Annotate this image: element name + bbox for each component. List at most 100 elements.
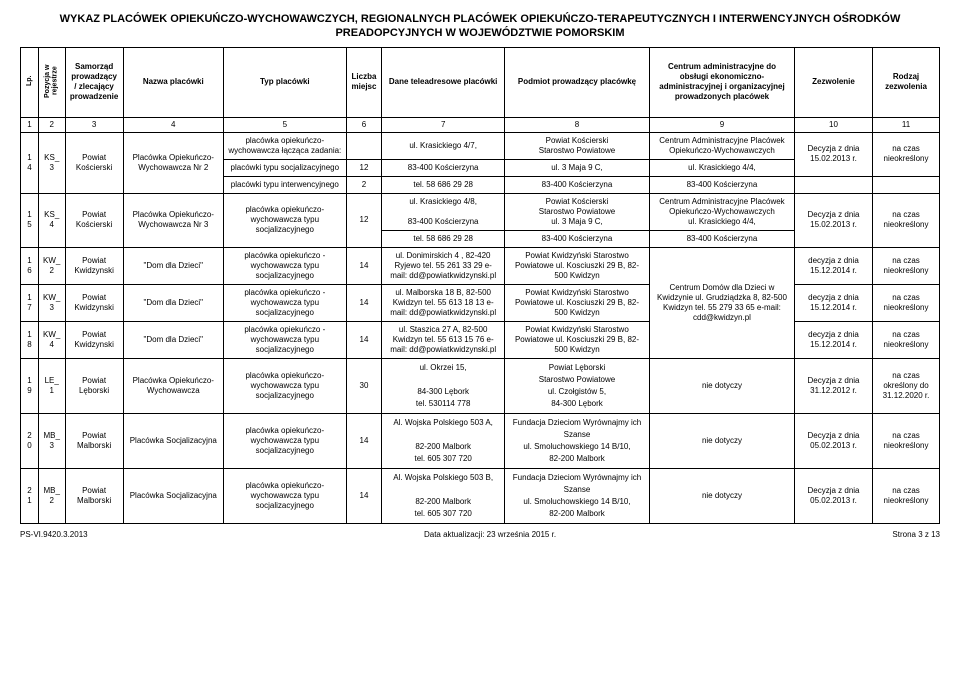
h-centrum: Centrum administracyjne do obsługi ekono… [649, 47, 794, 117]
table-cell: 83-400 Kościerzyna [505, 176, 650, 193]
table-cell: KS_3 [38, 132, 65, 193]
table-cell: nie dotyczy [649, 468, 794, 523]
table-cell: ul. Krasickiego 4/4, [649, 159, 794, 176]
table-cell: 12 [346, 193, 382, 247]
table-cell: na czas nieokreślony [873, 247, 940, 284]
table-cell: Powiat LęborskiStarostwo Powiatoweul. Cz… [505, 358, 650, 413]
table-cell: Powiat Kwidzynski [65, 284, 123, 321]
table-cell: ul. Krasickiego 4/7, [382, 132, 505, 159]
table-cell: 15 [21, 193, 39, 247]
table-cell [346, 132, 382, 159]
table-cell [794, 176, 872, 193]
table-cell: 14 [346, 247, 382, 284]
table-cell: KW_4 [38, 321, 65, 358]
table-cell: placówka opiekuńczo - wychowawcza typu s… [223, 247, 346, 284]
table-cell: Powiat Kwidzynski [65, 247, 123, 284]
table-cell: na czas nieokreślony [873, 193, 940, 247]
table-cell: placówka opiekuńczo - wychowawcza typu s… [223, 284, 346, 321]
title-line2: PREADOPCYJNYCH W WOJEWÓDZTWIE POMORSKIM [335, 27, 624, 39]
table-cell: decyzja z dnia 15.12.2014 r. [794, 247, 872, 284]
table-cell: ul. 3 Maja 9 C, [505, 159, 650, 176]
table-cell: Al. Wojska Polskiego 503 A,82-200 Malbor… [382, 413, 505, 468]
table-cell: MB_2 [38, 468, 65, 523]
table-cell: ul. Staszica 27 A, 82-500 Kwidzyn tel. 5… [382, 321, 505, 358]
table-cell: "Dom dla Dzieci" [123, 321, 223, 358]
table-cell: "Dom dla Dzieci" [123, 284, 223, 321]
table-cell: placówka opiekuńczo-wychowawcza typu soc… [223, 193, 346, 247]
table-cell: Placówka Socjalizacyjna [123, 413, 223, 468]
table-cell: 83-400 Kościerzyna [505, 230, 650, 247]
table-cell: 14 [346, 468, 382, 523]
h-nazwa: Nazwa placówki [123, 47, 223, 117]
table-cell: 2 [346, 176, 382, 193]
table-cell: Al. Wojska Polskiego 503 B,82-200 Malbor… [382, 468, 505, 523]
h-lp: Lp. [21, 47, 39, 117]
table-cell: Powiat Kwidzynski [65, 321, 123, 358]
table-cell: 17 [21, 284, 39, 321]
table-cell: ul. Malborska 18 B, 82-500 Kwidzyn tel. … [382, 284, 505, 321]
table-cell: 83-400 Kościerzyna [649, 230, 794, 247]
table-cell: na czas nieokreślony [873, 468, 940, 523]
table-cell: 30 [346, 358, 382, 413]
table-cell: Powiat Kościerski [65, 132, 123, 193]
table-cell: 14 [346, 284, 382, 321]
h-sam: Samorząd prowadzący / zlecający prowadze… [65, 47, 123, 117]
table-cell: placówka opiekuńczo-wychowawcza łącząca … [223, 132, 346, 159]
table-cell: Decyzja z dnia 15.02.2013 r. [794, 132, 872, 176]
table-cell: 14 [346, 321, 382, 358]
table-cell [873, 176, 940, 193]
table-cell: Powiat Kwidzyński Starostwo Powiatowe ul… [505, 247, 650, 284]
table-cell: Powiat KościerskiStarostwo Powiatoweul. … [505, 193, 650, 230]
table-cell: 18 [21, 321, 39, 358]
table-cell: Powiat Lęborski [65, 358, 123, 413]
table-cell: Fundacja Dzieciom Wyrównajmy ich Szanseu… [505, 468, 650, 523]
table-cell: na czas nieokreślony [873, 284, 940, 321]
table-cell: Fundacja Dzieciom Wyrównajmy ich Szanseu… [505, 413, 650, 468]
table-row: 16KW_2Powiat Kwidzynski"Dom dla Dzieci"p… [21, 247, 940, 284]
table-cell: Powiat Kościerski [65, 193, 123, 247]
table-cell: na czas nieokreślony [873, 413, 940, 468]
page-title: WYKAZ PLACÓWEK OPIEKUŃCZO-WYCHOWAWCZYCH,… [20, 12, 940, 41]
table-cell: Placówka Socjalizacyjna [123, 468, 223, 523]
table-row: 19LE_1Powiat LęborskiPlacówka Opiekuńczo… [21, 358, 940, 413]
table-cell: 14 [346, 413, 382, 468]
table-cell: Centrum Domów dla Dzieci w Kwidzynie ul.… [649, 247, 794, 358]
table-cell: Centrum Administracyjne Placówek Opiekuń… [649, 193, 794, 230]
main-table: Lp. Pozycja w rejestrze Samorząd prowadz… [20, 47, 940, 524]
table-row: 14KS_3Powiat KościerskiPlacówka Opiekuńc… [21, 132, 940, 159]
header-row: Lp. Pozycja w rejestrze Samorząd prowadz… [21, 47, 940, 117]
table-cell: 16 [21, 247, 39, 284]
table-cell: 83-400 Kościerzyna [382, 159, 505, 176]
table-cell: tel. 58 686 29 28 [382, 230, 505, 247]
table-cell: nie dotyczy [649, 358, 794, 413]
h-liczba: Liczba miejsc [346, 47, 382, 117]
table-cell: ul. Okrzei 15,84-300 Lęborktel. 530114 7… [382, 358, 505, 413]
table-cell: Placówka Opiekuńczo-Wychowawcza Nr 3 [123, 193, 223, 247]
table-cell: KS_4 [38, 193, 65, 247]
footer-left: PS-VI.9420.3.2013 [20, 530, 88, 539]
table-cell: Placówka Opiekuńczo-Wychowawcza [123, 358, 223, 413]
table-cell: Powiat Malborski [65, 413, 123, 468]
table-cell: 12 [346, 159, 382, 176]
footer: PS-VI.9420.3.2013 Data aktualizacji: 23 … [20, 530, 940, 539]
table-cell: Placówka Opiekuńczo-Wychowawcza Nr 2 [123, 132, 223, 193]
table-cell: placówka opiekuńczo - wychowawcza typu s… [223, 321, 346, 358]
h-typ: Typ placówki [223, 47, 346, 117]
title-line1: WYKAZ PLACÓWEK OPIEKUŃCZO-WYCHOWAWCZYCH,… [60, 13, 901, 25]
table-cell: Decyzja z dnia 15.02.2013 r. [794, 193, 872, 247]
table-cell: Decyzja z dnia 05.02.2013 r. [794, 413, 872, 468]
table-cell: decyzja z dnia 15.12.2014 r. [794, 321, 872, 358]
table-row: 15KS_4Powiat KościerskiPlacówka Opiekuńc… [21, 193, 940, 230]
table-cell: 19 [21, 358, 39, 413]
footer-center: Data aktualizacji: 23 września 2015 r. [424, 530, 556, 539]
table-cell: placówka opiekuńczo-wychowawcza typu soc… [223, 468, 346, 523]
table-row: 17KW_3Powiat Kwidzynski"Dom dla Dzieci"p… [21, 284, 940, 321]
table-cell: Powiat KościerskiStarostwo Powiatowe [505, 132, 650, 159]
h-dane: Dane teleadresowe placówki [382, 47, 505, 117]
h-poz: Pozycja w rejestrze [38, 47, 65, 117]
table-cell: Decyzja z dnia 05.02.2013 r. [794, 468, 872, 523]
table-cell: placówka opiekuńczo-wychowawcza typu soc… [223, 358, 346, 413]
table-cell: na czas nieokreślony [873, 321, 940, 358]
table-cell: tel. 58 686 29 28 [382, 176, 505, 193]
number-row: 1 2 3 4 5 6 7 8 9 10 11 [21, 117, 940, 132]
